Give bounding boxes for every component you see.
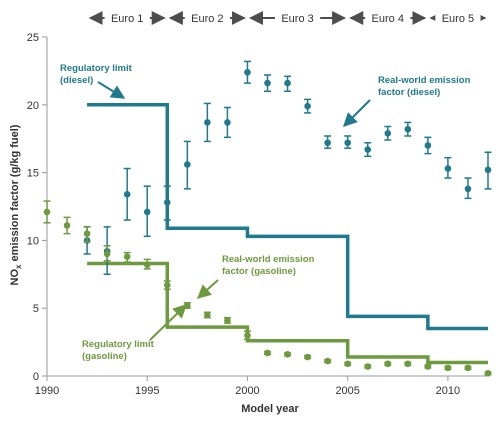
rw-diesel-point bbox=[364, 146, 372, 153]
rw-gasoline-point bbox=[224, 317, 231, 324]
x-tick-label: 1990 bbox=[35, 385, 59, 397]
euro-stage-label: Euro 3 bbox=[281, 13, 313, 25]
rw-diesel-point bbox=[284, 79, 291, 87]
annotation-rw-gasoline: Real-world emission factor (gasoline) bbox=[196, 254, 315, 299]
euro-stage-label-bg bbox=[104, 10, 150, 26]
rw-gasoline-point bbox=[103, 250, 111, 258]
rw-gasoline-point bbox=[123, 253, 131, 260]
annotation-reg-gasoline-line1: Regulatory limit bbox=[82, 339, 155, 350]
rw-diesel-point bbox=[224, 119, 231, 126]
euro-stage-bar: Euro 1 Euro 2 Euro 3 Euro 4 Euro 5 bbox=[88, 10, 487, 26]
annotation-rw-diesel-line2: factor (diesel) bbox=[378, 87, 440, 98]
annotation-reg-diesel: Regulatory limit (diesel) bbox=[60, 63, 133, 99]
rw-gasoline-point bbox=[344, 360, 351, 368]
rw-gasoline-point bbox=[204, 311, 211, 319]
rw-gasoline-point bbox=[43, 208, 51, 216]
x-tick-label: 2005 bbox=[335, 385, 359, 397]
rw-gasoline-point bbox=[384, 360, 392, 368]
rw-gasoline-point bbox=[444, 364, 452, 372]
svg-text:Regulatory limit(gasoline): Regulatory limit (gasoline) bbox=[82, 339, 155, 362]
rw-diesel-point bbox=[304, 102, 311, 110]
annotation-rw-diesel: Real-world emission factor (diesel) bbox=[343, 75, 471, 127]
svg-text:Regulatory limit(diesel): Regulatory limit (diesel) bbox=[60, 63, 133, 86]
rw-gasoline-point bbox=[83, 230, 91, 237]
annotation-reg-diesel-line2: (diesel) bbox=[60, 75, 93, 86]
rw-gasoline-point bbox=[284, 351, 291, 358]
y-tick-label: 0 bbox=[33, 371, 39, 383]
y-tick-label: 20 bbox=[27, 100, 39, 112]
plot-area bbox=[43, 60, 492, 377]
rw-gasoline-point bbox=[63, 222, 71, 229]
rw-gasoline-point bbox=[404, 360, 412, 368]
rw-diesel-point bbox=[244, 68, 251, 76]
euro-stage-label: Euro 4 bbox=[372, 13, 404, 25]
rw-diesel-point bbox=[184, 161, 191, 168]
annotation-rw-gasoline-arrow bbox=[196, 279, 219, 299]
reg-diesel-line bbox=[87, 103, 488, 331]
rw-gasoline-point bbox=[464, 364, 472, 372]
annotation-reg-gasoline-line2: (gasoline) bbox=[82, 351, 127, 362]
annotation-rw-diesel-arrow bbox=[343, 99, 371, 127]
rw-gasoline-point bbox=[324, 357, 331, 365]
euro-stage-label-bg bbox=[435, 10, 481, 26]
rw-diesel-point bbox=[163, 199, 171, 206]
euro-stage-label: Euro 5 bbox=[442, 13, 474, 25]
rw-diesel-point bbox=[324, 139, 331, 147]
reg-gasoline-line bbox=[87, 261, 488, 365]
x-tick-label: 2010 bbox=[436, 385, 460, 397]
rw-diesel-point bbox=[404, 125, 412, 133]
rw-diesel-point bbox=[143, 208, 151, 216]
euro-stage-label: Euro 2 bbox=[191, 13, 223, 25]
rw-gasoline-point bbox=[424, 363, 432, 370]
rw-diesel-point bbox=[204, 119, 211, 126]
rw-gasoline-point bbox=[244, 332, 251, 339]
rw-diesel-point bbox=[384, 129, 392, 137]
rw-diesel-point bbox=[264, 79, 271, 87]
rw-gasoline-point bbox=[364, 363, 372, 370]
x-tick-label: 1995 bbox=[135, 385, 159, 397]
y-tick-label: 15 bbox=[27, 168, 39, 180]
rw-diesel-point bbox=[484, 166, 492, 174]
rw-gasoline-point bbox=[143, 261, 151, 269]
annotation-rw-diesel-line1: Real-world emission bbox=[378, 75, 471, 86]
x-tick-label: 2000 bbox=[235, 385, 259, 397]
rw-diesel-point bbox=[424, 142, 432, 149]
rw-diesel-point bbox=[464, 185, 472, 193]
x-axis-title: Model year bbox=[241, 403, 299, 415]
y-tick-label: 10 bbox=[27, 235, 39, 247]
y-axis-title-rest: emission factor (g/kg fuel) bbox=[9, 124, 21, 264]
y-tick-label: 25 bbox=[27, 32, 39, 44]
rw-diesel-point bbox=[123, 190, 131, 198]
annotation-reg-diesel-line1: Regulatory limit bbox=[60, 63, 133, 74]
rw-diesel-point bbox=[444, 165, 452, 172]
rw-gasoline-point bbox=[163, 281, 171, 289]
y-axis-title: NOx emission factor (g/kg fuel) bbox=[9, 124, 23, 285]
rw-diesel-point bbox=[344, 139, 351, 147]
euro-stage-label-bg bbox=[365, 10, 411, 26]
euro-stage-label: Euro 1 bbox=[111, 13, 143, 25]
y-axis-title-subscript: x bbox=[14, 264, 23, 269]
rw-gasoline-point bbox=[304, 353, 311, 361]
annotation-reg-gasoline: Regulatory limit (gasoline) bbox=[82, 304, 188, 362]
annotation-reg-gasoline-arrow bbox=[149, 304, 188, 341]
rw-gasoline-point bbox=[264, 349, 271, 357]
annotation-rw-gasoline-line1: Real-world emission bbox=[222, 254, 315, 265]
annotation-rw-gasoline-line2: factor (gasoline) bbox=[222, 266, 296, 277]
euro-stage-label-bg bbox=[274, 10, 321, 26]
annotation-reg-diesel-arrow bbox=[97, 81, 126, 99]
euro-stage-label-bg bbox=[184, 10, 230, 26]
y-tick-label: 5 bbox=[33, 303, 39, 315]
rw-gasoline-point bbox=[484, 369, 492, 377]
y-axis-title-main: NO bbox=[9, 269, 21, 286]
